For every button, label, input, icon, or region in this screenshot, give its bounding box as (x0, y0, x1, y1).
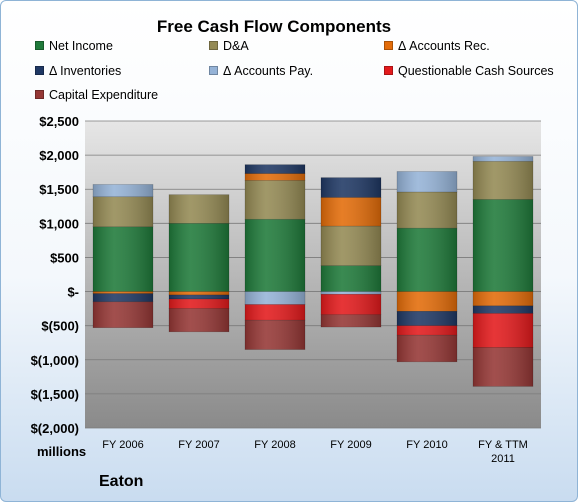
y-tick-label: $2,500 (39, 114, 79, 129)
legend-label: Δ Accounts Rec. (398, 39, 490, 53)
bar-segment-shade (93, 226, 153, 292)
bar-segment-shade (473, 156, 533, 162)
bar-segment-shade (93, 196, 153, 227)
legend-item-da: D&A (209, 39, 249, 53)
legend-label: Δ Accounts Pay. (223, 64, 314, 78)
bar-segment-shade (473, 291, 533, 306)
legend-swatch (384, 66, 393, 75)
legend-item-accounts-rec: Δ Accounts Rec. (384, 39, 490, 53)
legend-item-inventories: Δ Inventories (35, 64, 121, 78)
y-axis-tick-labels: $2,500 $2,000 $1,500 $1,000 $500 $- $(500) $(1,… (31, 114, 79, 436)
bar-segment-shade (169, 308, 229, 332)
y-tick-label: $- (67, 285, 79, 300)
bar-segment-shade (397, 311, 457, 326)
legend-item-net-income: Net Income (35, 39, 113, 53)
legend-label: Capital Expenditure (49, 88, 159, 102)
y-tick-label: $1,500 (39, 182, 79, 197)
legend-swatch (209, 41, 218, 50)
legend-label: Net Income (49, 39, 113, 53)
bar-segment-shade (321, 314, 381, 328)
bar-segment-shade (473, 313, 533, 348)
bar-segment-shade (473, 305, 533, 314)
bar-segment-shade (321, 177, 381, 198)
bar-segment-shade (473, 347, 533, 387)
x-tick-label: FY 2010 (406, 439, 447, 451)
x-tick-label: FY 2007 (178, 439, 219, 451)
bar-segment-shade (321, 197, 381, 227)
bar-segment-shade (397, 191, 457, 229)
bar-segment-shade (169, 294, 229, 300)
bar-segment-shade (169, 194, 229, 224)
y-tick-label: $(1,000) (31, 353, 79, 368)
bar-segment-shade (245, 164, 305, 174)
legend-label: Δ Inventories (49, 64, 122, 78)
bar-segment-shade (93, 293, 153, 302)
bar-segment-shade (321, 226, 381, 266)
legend-item-questionable-cash: Questionable Cash Sources (384, 64, 554, 78)
bar-segment-shade (473, 199, 533, 292)
y-axis-unit-label: millions (37, 444, 87, 459)
legend-swatch (35, 66, 44, 75)
x-tick-label: FY & TTM 2011 (478, 439, 528, 465)
x-tick-label: FY 2008 (254, 439, 295, 451)
bar-segment-shade (245, 180, 305, 220)
bar-segment-shade (245, 173, 305, 181)
bar-segment-shade (397, 335, 457, 362)
legend-swatch (209, 66, 218, 75)
bar-segment-shade (245, 291, 305, 305)
bars (92, 156, 534, 387)
y-tick-label: $2,000 (39, 148, 79, 163)
bar-segment-shade (93, 291, 153, 294)
chart-title: Free Cash Flow Components (156, 17, 392, 36)
bar-segment-shade (245, 320, 305, 350)
legend-swatch (35, 41, 44, 50)
bar-segment-shade (397, 325, 457, 336)
bar-segment-shade (321, 291, 381, 295)
y-tick-label: $(500) (41, 319, 79, 334)
bar-segment-shade (245, 219, 305, 292)
legend-swatch (384, 41, 393, 50)
gridlines (85, 120, 541, 429)
legend-label: Questionable Cash Sources (398, 64, 554, 78)
x-tick-label: FY 2009 (330, 439, 371, 451)
x-axis-tick-labels: FY 2006 FY 2007 FY 2008 FY 2009 FY 2010 FY & … (102, 439, 528, 465)
company-name: Eaton (99, 473, 144, 490)
bar-segment-shade (169, 291, 229, 295)
bar-segment-shade (397, 228, 457, 292)
plot-background (85, 121, 541, 428)
bar-segment-shade (397, 171, 457, 192)
legend-label: D&A (223, 39, 249, 53)
bar-segment-shade (397, 291, 457, 312)
legend-swatch (35, 90, 44, 99)
bar-segment-shade (245, 304, 305, 321)
bar-segment-shade (169, 223, 229, 292)
y-tick-label: $1,000 (39, 216, 79, 231)
bar-segment-shade (169, 299, 229, 309)
x-tick-label: FY 2006 (102, 439, 143, 451)
y-tick-label: $(2,000) (31, 421, 79, 436)
y-tick-label: $500 (50, 250, 79, 265)
bar-segment-shade (93, 184, 153, 197)
bar-segment-shade (473, 161, 533, 200)
bar-segment-shade (321, 294, 381, 315)
bar-segment-shade (321, 265, 381, 292)
legend-item-accounts-pay: Δ Accounts Pay. (209, 64, 313, 78)
bar-segment-shade (93, 301, 153, 328)
legend-item-capital-expenditure: Capital Expenditure (35, 88, 158, 102)
y-tick-label: $(1,500) (31, 387, 79, 402)
